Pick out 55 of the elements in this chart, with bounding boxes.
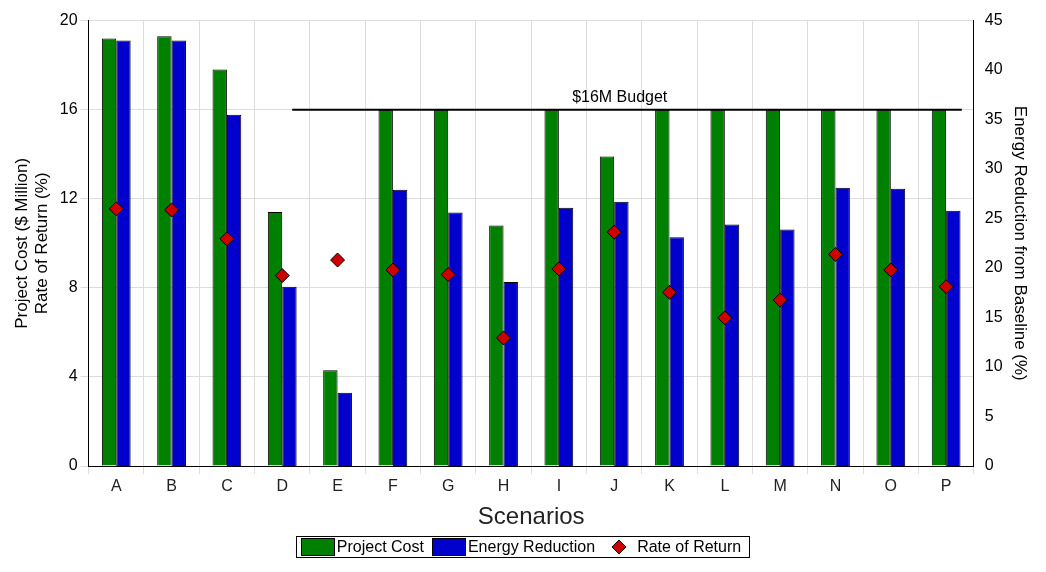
- point: [440, 266, 456, 282]
- x-tick-label: B: [166, 477, 177, 495]
- point: [219, 231, 235, 247]
- legend-label: Energy Reduction: [467, 538, 596, 556]
- point: [385, 262, 401, 278]
- x-tick-label: O: [884, 477, 898, 495]
- ref-line-label: $16M Budget: [572, 88, 668, 106]
- x-tick-label: A: [110, 477, 122, 495]
- point: [938, 279, 954, 295]
- x-tick-label: M: [773, 477, 787, 495]
- point: [496, 330, 512, 346]
- x-tick-label: I: [556, 477, 562, 495]
- y2-tick-label: 5: [984, 406, 994, 424]
- point: [330, 252, 346, 268]
- x-tick-label: G: [441, 477, 455, 495]
- legend-label: Rate of Return: [637, 538, 742, 556]
- x-tick-label: D: [276, 477, 289, 495]
- point: [164, 202, 180, 218]
- y2-tick-label: 30: [984, 159, 1003, 177]
- point: [662, 284, 678, 300]
- y-tick-label: 16: [59, 100, 78, 118]
- x-axis-title: Scenarios: [477, 502, 585, 530]
- point: [717, 310, 733, 326]
- y-tick-label: 8: [68, 278, 78, 296]
- y2-tick-label: 20: [984, 258, 1003, 276]
- y-axis-title: Project Cost ($ Million) Rate of Return (%): [11, 157, 52, 329]
- point: [606, 224, 622, 240]
- legend-label: Project Cost: [336, 538, 424, 556]
- y2-tick-label: 25: [984, 208, 1003, 226]
- point: [274, 268, 290, 284]
- x-tick-label: P: [940, 477, 952, 495]
- y-tick-label: 20: [59, 11, 78, 29]
- y2-axis-title: Energy Reduction from Baseline (%): [1011, 105, 1031, 381]
- point: [827, 246, 843, 262]
- x-tick-label: J: [610, 477, 619, 495]
- x-tick-label: C: [221, 477, 233, 495]
- x-tick-label: K: [664, 477, 676, 495]
- x-tick-label: E: [332, 477, 343, 495]
- y2-tick-label: 35: [984, 109, 1003, 127]
- y2-tick-label: 0: [984, 456, 994, 474]
- y-tick-label: 12: [59, 189, 78, 207]
- point: [772, 292, 788, 308]
- y2-tick-label: 45: [984, 11, 1003, 29]
- x-tick-label: H: [497, 477, 510, 495]
- y-tick-label: 0: [68, 456, 78, 474]
- y2-tick-label: 40: [984, 60, 1003, 78]
- x-tick-label: N: [829, 477, 842, 495]
- x-tick-label: F: [388, 477, 398, 495]
- y2-tick-label: 15: [984, 307, 1003, 325]
- point: [883, 262, 899, 278]
- point: [551, 261, 567, 277]
- y-tick-label: 4: [68, 367, 78, 385]
- x-tick-label: L: [720, 477, 730, 495]
- point: [108, 201, 124, 217]
- y2-tick-label: 10: [984, 357, 1003, 375]
